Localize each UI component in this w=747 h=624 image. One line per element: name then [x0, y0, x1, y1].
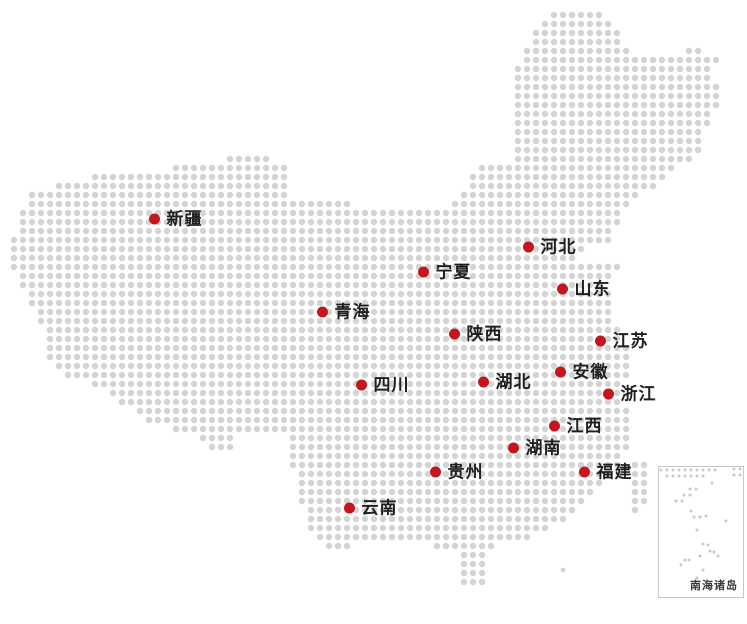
marker-label: 山东: [574, 279, 611, 299]
marker-label: 云南: [361, 498, 398, 518]
marker-dot-icon: [548, 420, 560, 432]
marker-label: 宁夏: [435, 262, 472, 282]
province-marker-shaanxi: 陕西: [448, 324, 503, 344]
marker-dot-icon: [594, 335, 606, 347]
marker-dot-icon: [507, 442, 519, 454]
marker-label: 青海: [334, 302, 371, 322]
marker-dot-icon: [554, 366, 566, 378]
province-marker-jiangsu: 江苏: [594, 331, 649, 351]
province-marker-jiangxi: 江西: [548, 416, 603, 436]
marker-dot-icon: [316, 306, 328, 318]
province-marker-ningxia: 宁夏: [417, 262, 472, 282]
province-marker-sichuan: 四川: [355, 375, 410, 395]
province-marker-xinjiang: 新疆: [148, 209, 203, 229]
marker-label: 陕西: [466, 324, 503, 344]
province-marker-yunnan: 云南: [343, 498, 398, 518]
marker-dot-icon: [578, 466, 590, 478]
province-marker-zhejiang: 浙江: [602, 384, 657, 404]
province-marker-qinghai: 青海: [316, 302, 371, 322]
marker-dot-icon: [343, 502, 355, 514]
inset-label: 南海诸岛: [690, 580, 738, 592]
province-marker-hebei: 河北: [522, 237, 577, 257]
province-marker-fujian: 福建: [578, 462, 633, 482]
marker-label: 江西: [566, 416, 603, 436]
marker-label: 江苏: [612, 331, 649, 351]
south-china-sea-inset: 南海诸岛: [658, 466, 744, 598]
marker-dot-icon: [429, 466, 441, 478]
province-marker-anhui: 安徽: [554, 362, 609, 382]
marker-dot-icon: [355, 379, 367, 391]
marker-label: 浙江: [620, 384, 657, 404]
province-marker-guizhou: 贵州: [429, 462, 484, 482]
marker-label: 福建: [596, 462, 633, 482]
marker-dot-icon: [522, 241, 534, 253]
province-marker-hubei: 湖北: [477, 372, 532, 392]
marker-dot-icon: [556, 283, 568, 295]
province-marker-shandong: 山东: [556, 279, 611, 299]
marker-label: 四川: [373, 375, 410, 395]
marker-label: 安徽: [572, 362, 609, 382]
marker-label: 新疆: [166, 209, 203, 229]
marker-dot-icon: [477, 376, 489, 388]
marker-dot-icon: [448, 328, 460, 340]
marker-label: 贵州: [447, 462, 484, 482]
marker-label: 湖北: [495, 372, 532, 392]
marker-label: 河北: [540, 237, 577, 257]
marker-label: 湖南: [525, 438, 562, 458]
marker-dot-icon: [148, 213, 160, 225]
marker-dot-icon: [602, 388, 614, 400]
marker-dot-icon: [417, 266, 429, 278]
province-marker-hunan: 湖南: [507, 438, 562, 458]
